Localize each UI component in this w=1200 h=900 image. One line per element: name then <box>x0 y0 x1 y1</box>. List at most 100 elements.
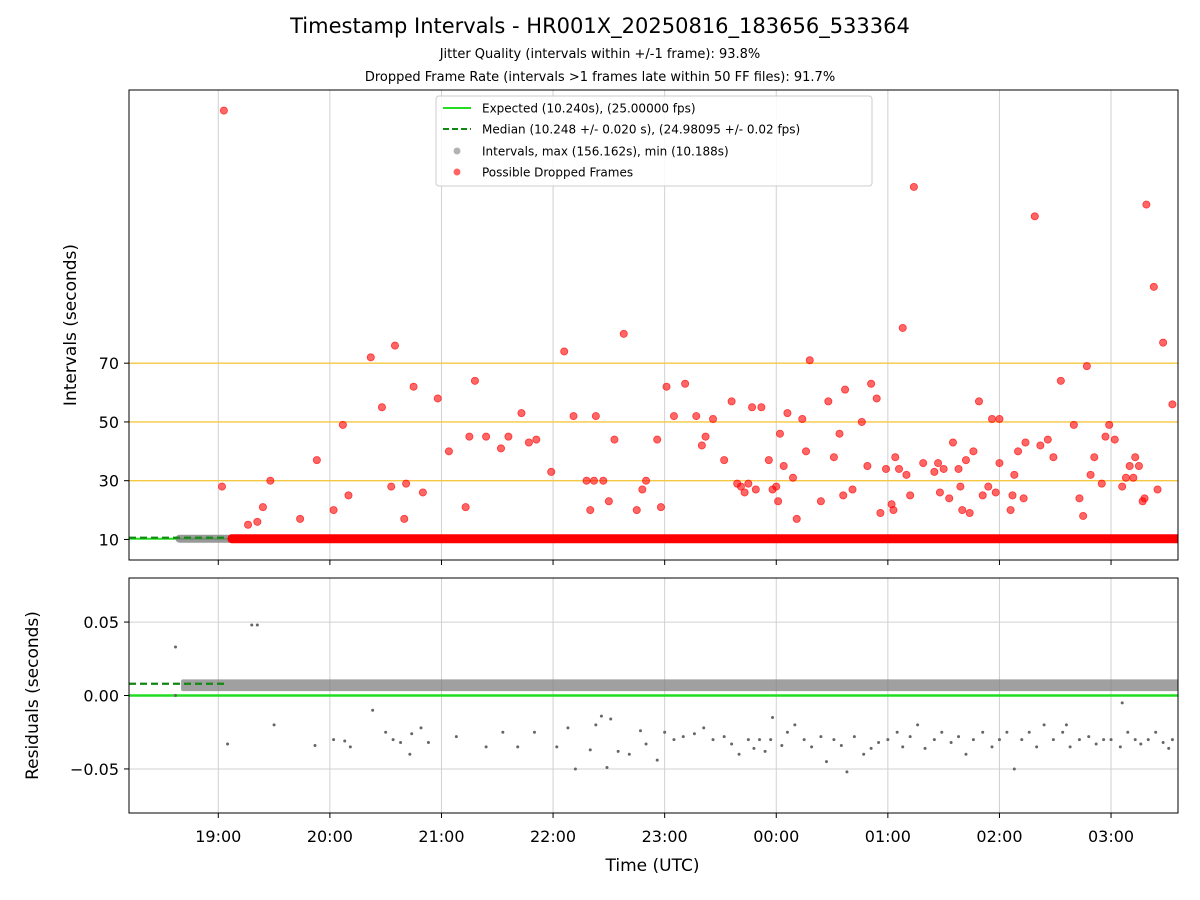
residual-point <box>588 748 592 752</box>
dropped-frame-point <box>653 435 662 444</box>
residual-point <box>1133 738 1137 742</box>
residual-point <box>877 741 881 744</box>
dropped-frame-point <box>895 464 904 473</box>
residual-point <box>566 726 570 730</box>
dropped-frame-point <box>582 476 591 485</box>
dropped-frame-point <box>1090 453 1099 462</box>
residual-point <box>949 741 953 744</box>
residual-point <box>737 752 741 756</box>
dropped-frame-point <box>244 520 253 529</box>
residual-point <box>692 732 696 736</box>
dropped-frame-point <box>757 403 766 412</box>
dropped-frame-point <box>662 382 671 391</box>
dropped-frame-point <box>736 482 745 491</box>
intervals-y-tick-label: 50 <box>99 413 119 432</box>
dropped-frame-point <box>217 482 226 491</box>
dropped-frame-point <box>891 453 900 462</box>
dropped-frame-point <box>266 476 275 485</box>
residual-point <box>532 730 536 734</box>
dropped-frame-point <box>829 453 838 462</box>
residual-point <box>1146 738 1150 742</box>
residual-point <box>1154 730 1158 734</box>
dropped-frame-point <box>841 385 850 394</box>
dropped-frame-point <box>1014 447 1023 456</box>
dropped-frame-point <box>1142 200 1151 209</box>
residual-point <box>391 738 395 742</box>
dropped-frame-point <box>591 412 600 421</box>
residual-point <box>609 717 613 721</box>
dropped-frame-point <box>1118 482 1127 491</box>
dropped-frame-point <box>909 182 918 191</box>
dropped-frame-point <box>1153 485 1162 494</box>
dropped-frame-point <box>604 497 613 506</box>
residual-point <box>663 730 667 734</box>
dropped-frame-point <box>681 379 690 388</box>
dropped-frame-point <box>788 473 797 482</box>
dropped-frame-point <box>948 438 957 447</box>
dropped-frame-point <box>1140 494 1149 503</box>
residual-point <box>1064 723 1068 727</box>
residual-point <box>997 738 1001 742</box>
residuals-band <box>181 679 1178 692</box>
dropped-frame-point <box>1101 432 1110 441</box>
residual-point <box>702 726 706 730</box>
residual-point <box>1094 742 1098 746</box>
residual-point <box>1167 746 1171 750</box>
residual-point <box>1051 738 1055 742</box>
chart-subtitle-jitter: Jitter Quality (intervals within +/-1 fr… <box>439 47 761 62</box>
residual-point <box>793 723 797 727</box>
dropped-frame-point <box>1134 461 1143 470</box>
dropped-frame-point <box>974 397 983 406</box>
dropped-frame-point <box>418 488 427 497</box>
residual-point <box>1077 738 1081 742</box>
dropped-frame-point <box>1159 338 1168 347</box>
residual-point <box>343 739 347 743</box>
dropped-frame-point <box>470 376 479 385</box>
residual-point <box>990 745 994 749</box>
dropped-frame-point <box>805 356 814 365</box>
dropped-frame-point <box>504 432 513 441</box>
dropped-frame-point <box>991 488 1000 497</box>
residual-point <box>501 730 505 734</box>
residual-point <box>923 746 927 750</box>
dropped-frame-point <box>1008 491 1017 500</box>
dropped-frame-point <box>329 506 338 515</box>
residual-point <box>672 738 676 742</box>
intervals-y-tick-label: 70 <box>99 354 119 373</box>
dropped-frame-point <box>400 514 409 523</box>
dropped-frame-point <box>954 464 963 473</box>
dropped-frame-point <box>824 397 833 406</box>
dropped-frame-point <box>390 341 399 350</box>
dropped-frame-point <box>945 494 954 503</box>
residual-point <box>824 760 828 764</box>
dropped-frame-point <box>995 414 1004 423</box>
residual-point <box>769 738 773 742</box>
residual-point <box>802 738 806 742</box>
dropped-frame-point <box>387 482 396 491</box>
dropped-frame-point <box>798 414 807 423</box>
dropped-frame-point <box>402 479 411 488</box>
dropped-frame-point <box>267 534 276 543</box>
dropped-frame-point <box>1105 420 1114 429</box>
residual-point <box>964 752 968 756</box>
legend-box <box>435 95 873 187</box>
residual-point <box>226 742 230 746</box>
legend-swatch-dropped <box>453 168 461 176</box>
dropped-frame-point <box>482 432 491 441</box>
dropped-frame-point <box>656 503 665 512</box>
residual-point <box>1027 730 1031 734</box>
residuals-x-tick-label: 00:00 <box>753 827 799 846</box>
dropped-frame-point <box>876 508 885 517</box>
dropped-frame-point <box>1049 453 1058 462</box>
dropped-frame-point <box>1121 473 1130 482</box>
dropped-frame-point <box>258 503 267 512</box>
dropped-baseline-band <box>227 534 1178 544</box>
residual-point <box>484 745 488 749</box>
residual-point <box>810 745 814 749</box>
residual-point <box>1061 730 1065 734</box>
dropped-frame-point <box>1010 470 1019 479</box>
legend-entry-label: Expected (10.240s), (25.00000 fps) <box>482 102 696 116</box>
residual-point <box>399 741 403 744</box>
dropped-frame-point <box>496 444 505 453</box>
residual-point <box>1102 738 1106 742</box>
